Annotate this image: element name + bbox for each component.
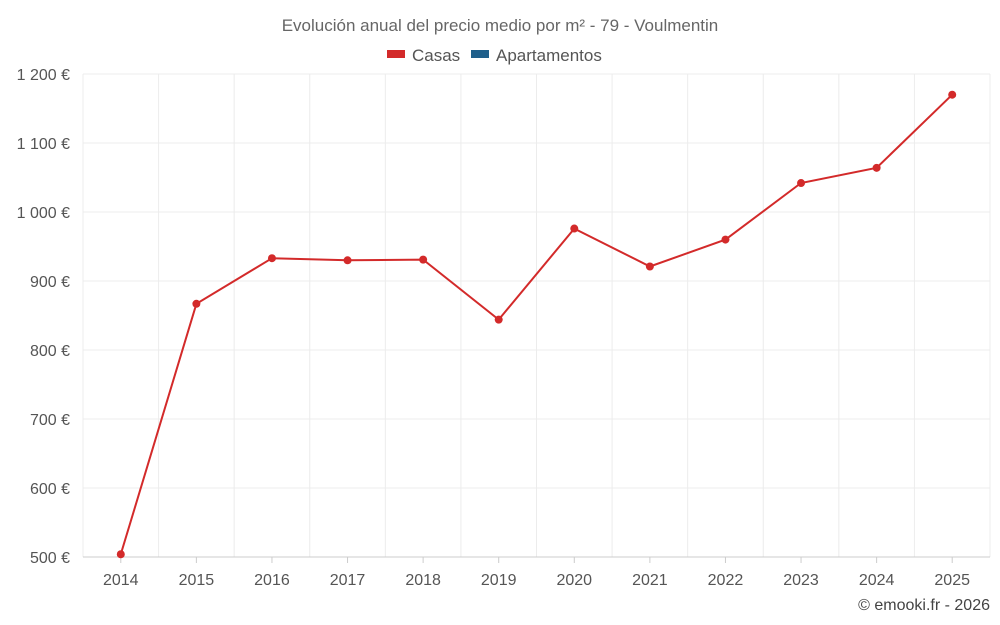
legend-swatch-casas bbox=[387, 50, 405, 58]
y-tick-label: 700 € bbox=[30, 412, 70, 429]
data-point-casas[interactable] bbox=[494, 315, 503, 324]
series-casas bbox=[116, 90, 957, 559]
y-tick-label: 900 € bbox=[30, 274, 70, 291]
data-point-casas[interactable] bbox=[645, 262, 654, 271]
credit-text: © emooki.fr - 2026 bbox=[858, 597, 990, 614]
data-point-casas[interactable] bbox=[267, 254, 276, 263]
x-tick-label: 2015 bbox=[179, 572, 215, 589]
data-point-casas[interactable] bbox=[721, 235, 730, 244]
x-tick-label: 2018 bbox=[405, 572, 441, 589]
legend-label-apartamentos: Apartamentos bbox=[496, 46, 602, 65]
data-point-casas[interactable] bbox=[872, 163, 881, 172]
data-point-casas[interactable] bbox=[797, 179, 806, 188]
legend-item-casas[interactable]: Casas bbox=[387, 46, 460, 65]
x-tick-label: 2025 bbox=[934, 572, 970, 589]
y-tick-label: 1 200 € bbox=[17, 67, 70, 84]
x-tick-label: 2024 bbox=[859, 572, 895, 589]
y-tick-label: 1 000 € bbox=[17, 205, 70, 222]
legend-item-apartamentos[interactable]: Apartamentos bbox=[471, 46, 602, 65]
x-tick-label: 2021 bbox=[632, 572, 668, 589]
x-tick-label: 2020 bbox=[556, 572, 592, 589]
data-point-casas[interactable] bbox=[948, 90, 957, 99]
x-tick-label: 2019 bbox=[481, 572, 517, 589]
data-point-casas[interactable] bbox=[570, 224, 579, 233]
data-point-casas[interactable] bbox=[192, 299, 201, 308]
data-point-casas[interactable] bbox=[116, 550, 125, 559]
legend-swatch-apartamentos bbox=[471, 50, 489, 58]
y-tick-label: 800 € bbox=[30, 343, 70, 360]
series-line-casas bbox=[119, 93, 953, 555]
x-tick-label: 2022 bbox=[708, 572, 744, 589]
y-tick-label: 600 € bbox=[30, 481, 70, 498]
legend-label-casas: Casas bbox=[412, 46, 460, 65]
data-point-casas[interactable] bbox=[419, 255, 428, 264]
y-axis-ticks: 500 € 600 € 700 € 800 € 900 € 1 000 € 1 100 € 1… bbox=[17, 67, 70, 567]
chart-title: Evolución anual del precio medio por m² … bbox=[282, 16, 719, 35]
gridlines bbox=[82, 73, 991, 557]
x-tick-label: 2017 bbox=[330, 572, 366, 589]
x-tick-label: 2016 bbox=[254, 572, 290, 589]
y-tick-label: 500 € bbox=[30, 550, 70, 567]
x-axis-ticks: 2014 2015 2016 2017 2018 2019 2020 2021 2022 2023… bbox=[103, 557, 970, 589]
x-tick-label: 2014 bbox=[103, 572, 139, 589]
y-tick-label: 1 100 € bbox=[17, 136, 70, 153]
data-point-casas[interactable] bbox=[343, 256, 352, 265]
legend: Casas Apartamentos bbox=[387, 46, 602, 65]
x-tick-label: 2023 bbox=[783, 572, 819, 589]
